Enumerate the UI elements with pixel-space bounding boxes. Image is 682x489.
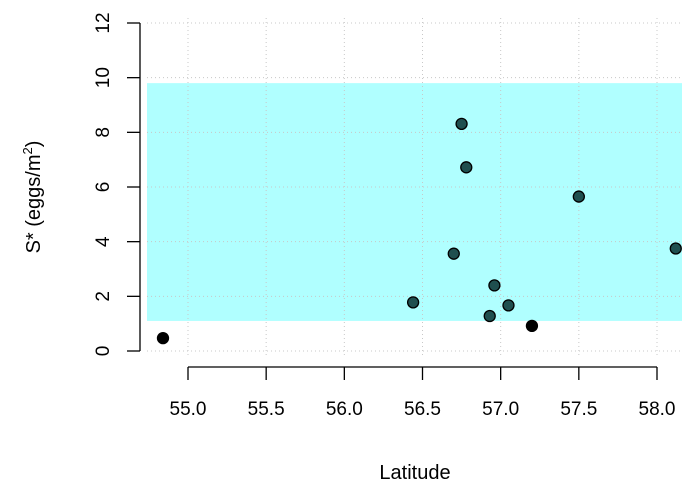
- x-tick-label: 56.5: [404, 399, 441, 420]
- data-point: [572, 190, 585, 203]
- data-point: [156, 332, 170, 345]
- data-point: [483, 309, 496, 323]
- y-tick-label: 10: [93, 67, 114, 88]
- data-point: [455, 117, 468, 131]
- y-tick-label: 2: [93, 291, 114, 302]
- grid-lines: [147, 18, 682, 358]
- y-tick-label: 8: [93, 127, 114, 138]
- data-point: [488, 279, 501, 292]
- y-axis: 0 2 4 6 8 10 12: [93, 12, 141, 357]
- data-point: [460, 161, 473, 174]
- x-axis-title: Latitude: [379, 462, 450, 484]
- range-band: [147, 83, 682, 321]
- x-tick-label: 55.0: [170, 399, 207, 420]
- plot-area: [147, 18, 682, 358]
- x-tick-label: 58.0: [639, 399, 676, 420]
- y-axis-title-close: ): [23, 141, 45, 148]
- data-point: [447, 247, 460, 260]
- y-axis-title-main: S* (eggs/m: [23, 154, 45, 253]
- x-tick-label: 57.5: [560, 399, 597, 420]
- y-tick-label: 6: [93, 182, 114, 193]
- data-points: [156, 117, 682, 345]
- y-axis-title: S* (eggs/m2): [20, 141, 45, 254]
- x-tick-label: 55.5: [248, 399, 285, 420]
- y-tick-label: 4: [93, 236, 114, 247]
- data-point: [502, 299, 515, 312]
- y-axis-title-superscript: 2: [20, 147, 35, 154]
- x-tick-label: 57.0: [482, 399, 519, 420]
- x-axis: 55.0 55.5 56.0 56.5 57.0 57.5 58.0: [170, 366, 676, 420]
- data-point: [525, 319, 539, 333]
- y-tick-label: 0: [93, 346, 114, 357]
- y-tick-label: 12: [93, 12, 114, 33]
- data-point: [669, 242, 682, 255]
- data-point: [406, 296, 420, 309]
- x-tick-label: 56.0: [326, 399, 363, 420]
